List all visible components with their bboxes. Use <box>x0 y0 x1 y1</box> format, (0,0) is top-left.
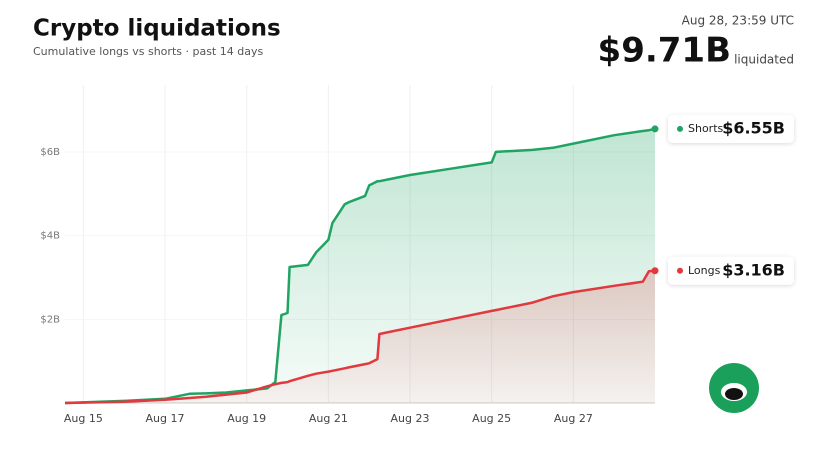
x-tick-label: Aug 15 <box>64 412 103 425</box>
timestamp: Aug 28, 23:59 UTC <box>682 14 794 28</box>
end-label-value: $6.55B <box>722 118 785 137</box>
end-label: Shorts$6.55B <box>668 114 794 143</box>
total-caption: liquidated <box>734 53 794 67</box>
y-tick-label: $2B <box>40 314 60 325</box>
total-value: $9.71B <box>598 31 731 71</box>
end-label-dot <box>677 125 683 132</box>
series-line <box>64 127 656 405</box>
x-tick-label: Aug 27 <box>554 412 593 425</box>
end-label-dot <box>677 267 683 274</box>
area <box>65 270 655 403</box>
end-label-value: $3.16B <box>722 260 785 279</box>
x-tick-label: Aug 17 <box>146 412 185 425</box>
end-label-box <box>668 256 794 285</box>
logo-whale-body <box>725 388 743 400</box>
plot-area: Aug 15 Aug 17 Aug 19 Aug 21 Aug 23 Aug 25 Aug … <box>40 85 794 425</box>
end-label-name: Longs <box>688 264 721 277</box>
x-tick-label: Aug 25 <box>472 412 511 425</box>
series-line <box>64 269 656 405</box>
chart-title: Crypto liquidations <box>33 16 281 42</box>
y-tick-label: $4B <box>40 231 60 242</box>
x-tick-label: Aug 23 <box>391 412 430 425</box>
end-label: Longs $3.16B <box>668 256 794 285</box>
y-tick-label: $6B <box>40 147 60 158</box>
end-dot <box>651 267 659 275</box>
x-tick-label: Aug 19 <box>227 412 266 425</box>
x-tick-label: Aug 21 <box>309 412 348 425</box>
end-label-box <box>668 114 794 143</box>
logo <box>709 363 759 413</box>
chart-subtitle: Cumulative longs vs shorts · past 14 day… <box>33 45 263 58</box>
end-label-name: Shorts <box>688 122 724 135</box>
end-dot <box>651 125 659 133</box>
